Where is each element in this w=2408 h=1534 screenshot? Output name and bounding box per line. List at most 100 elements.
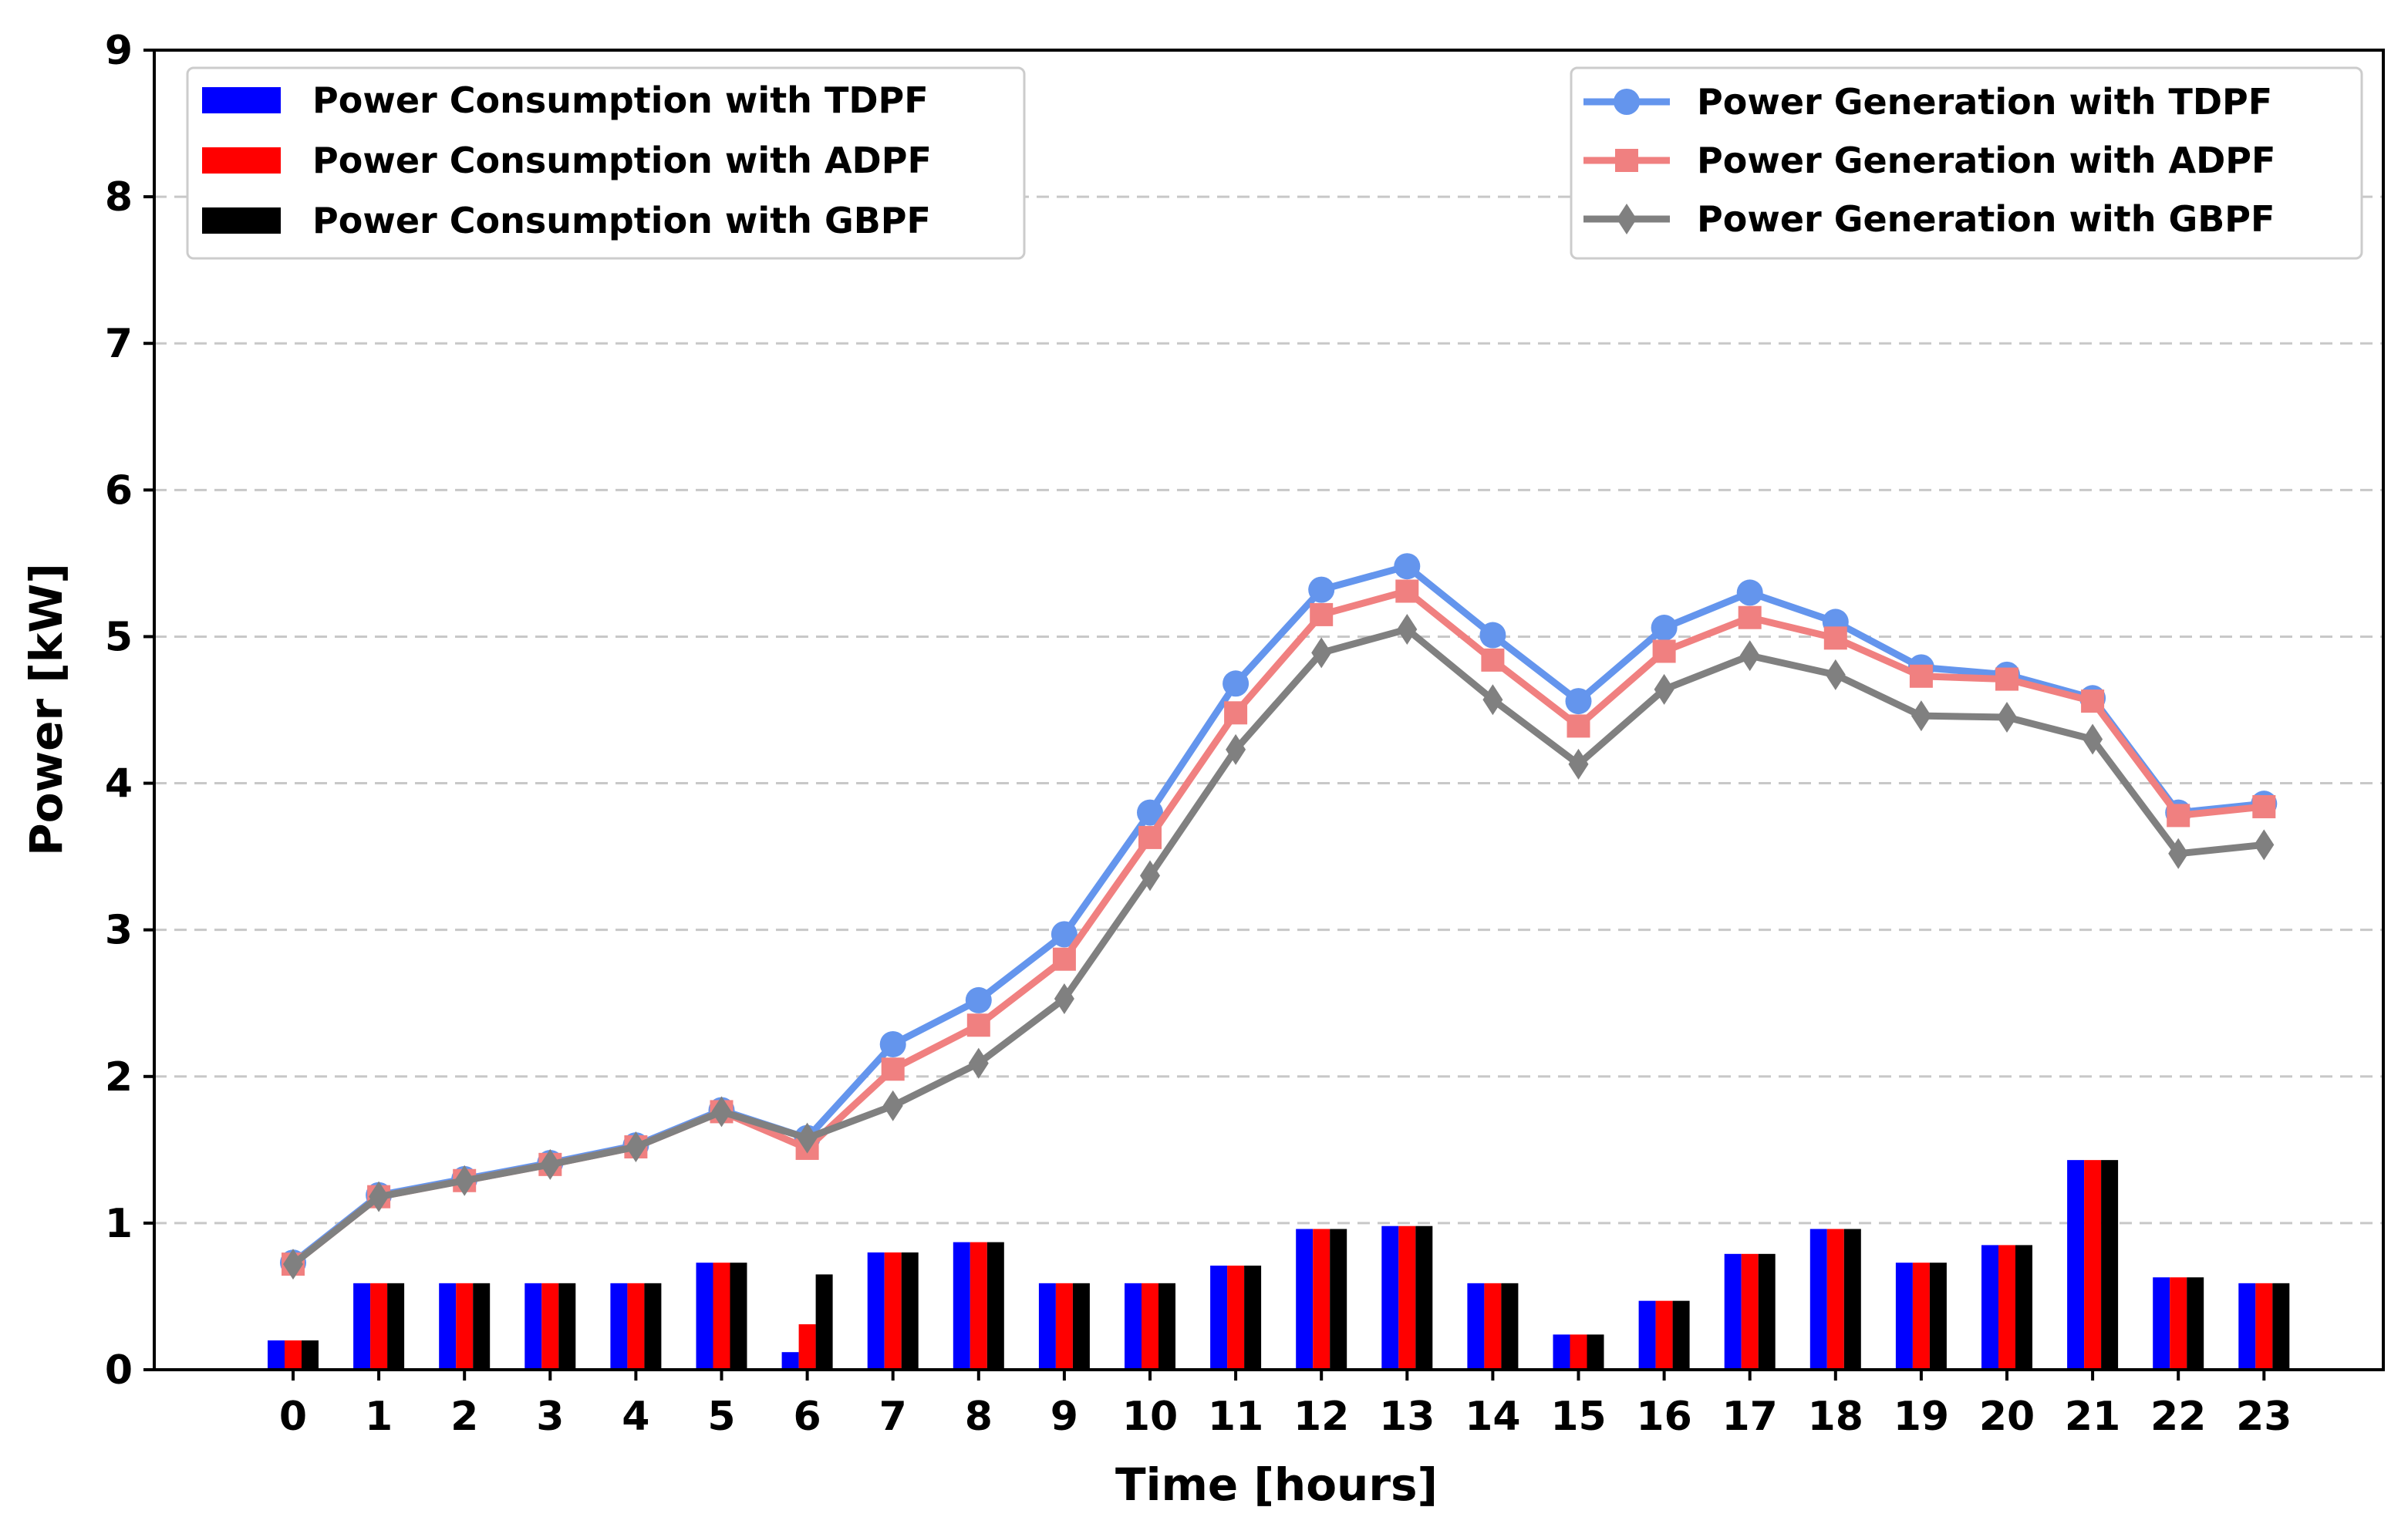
bar-tdpf-3	[524, 1283, 542, 1370]
point-gbpf-10	[1140, 860, 1160, 892]
bar-tdpf-10	[1125, 1283, 1142, 1370]
x-tick-label-5: 5	[707, 1394, 735, 1440]
bar-tdpf-17	[1724, 1253, 1742, 1370]
legend-consumption-box	[186, 66, 1026, 260]
legend-swatch-consumption-adpf	[202, 147, 281, 174]
bar-gbpf-17	[1758, 1253, 1776, 1370]
x-tick-label-17: 17	[1722, 1394, 1778, 1440]
bar-gbpf-10	[1158, 1283, 1175, 1370]
bar-adpf-2	[456, 1283, 474, 1370]
legend-marker-generation-gbpf	[1617, 204, 1637, 234]
bar-gbpf-15	[1587, 1334, 1604, 1370]
grid-layer	[154, 195, 2383, 1225]
x-tick-label-11: 11	[1208, 1394, 1263, 1440]
point-tdpf-16	[1651, 615, 1678, 642]
bar-adpf-0	[285, 1340, 302, 1370]
x-tick-label-16: 16	[1636, 1394, 1691, 1440]
x-tick-label-22: 22	[2150, 1394, 2206, 1440]
legend-label-generation-tdpf: Power Generation with TDPF	[1697, 81, 2272, 123]
y-tick-label-8: 8	[105, 174, 133, 221]
legend-swatch-consumption-tdpf	[202, 87, 281, 113]
bar-tdpf-15	[1553, 1334, 1570, 1370]
x-tick-label-21: 21	[2065, 1394, 2120, 1440]
bar-tdpf-18	[1809, 1229, 1827, 1370]
x-axis-label: Time [hours]	[1115, 1458, 1438, 1511]
point-adpf-21	[2081, 689, 2105, 713]
point-gbpf-5	[711, 1096, 732, 1128]
bar-tdpf-9	[1038, 1283, 1056, 1370]
point-adpf-10	[1138, 825, 1162, 849]
x-tick-label-6: 6	[794, 1394, 821, 1440]
bar-tdpf-23	[2238, 1283, 2256, 1370]
point-gbpf-3	[540, 1148, 561, 1180]
point-adpf-8	[966, 1013, 990, 1037]
point-gbpf-1	[369, 1181, 390, 1212]
bar-adpf-8	[970, 1242, 987, 1370]
point-gbpf-22	[2168, 838, 2189, 869]
x-tick-label-12: 12	[1293, 1394, 1349, 1440]
x-tick-label-18: 18	[1808, 1394, 1863, 1440]
bar-adpf-1	[370, 1283, 388, 1370]
line-adpf	[291, 588, 2265, 1267]
bar-adpf-15	[1570, 1334, 1587, 1370]
bar-gbpf-22	[2187, 1277, 2204, 1370]
x-tick-label-15: 15	[1550, 1394, 1606, 1440]
bar-adpf-11	[1227, 1266, 1245, 1370]
x-tick-label-8: 8	[965, 1394, 993, 1440]
line-layer	[280, 553, 2278, 1280]
y-tick-label-9: 9	[105, 28, 133, 74]
bar-adpf-18	[1826, 1229, 1844, 1370]
y-tick-label-7: 7	[105, 321, 133, 367]
bar-adpf-13	[1398, 1226, 1416, 1370]
bar-adpf-17	[1741, 1253, 1759, 1370]
bar-tdpf-13	[1381, 1226, 1399, 1370]
point-gbpf-2	[454, 1165, 475, 1196]
bar-adpf-10	[1142, 1283, 1158, 1370]
point-tdpf-14	[1479, 622, 1506, 649]
bar-layer	[268, 1160, 2290, 1370]
bar-gbpf-1	[387, 1283, 405, 1370]
point-adpf-23	[2252, 794, 2276, 818]
x-tick-label-3: 3	[536, 1394, 564, 1440]
point-gbpf-16	[1654, 673, 1674, 705]
y-tick-label-0: 0	[105, 1347, 133, 1394]
bar-adpf-23	[2255, 1283, 2273, 1370]
bar-gbpf-4	[644, 1283, 662, 1370]
x-tick-label-0: 0	[279, 1394, 307, 1440]
point-tdpf-8	[965, 986, 992, 1013]
point-gbpf-11	[1226, 733, 1246, 765]
point-tdpf-13	[1394, 553, 1421, 580]
bar-adpf-16	[1655, 1300, 1673, 1370]
x-tick-label-19: 19	[1894, 1394, 1949, 1440]
point-gbpf-13	[1397, 613, 1418, 645]
bar-adpf-20	[1998, 1245, 2015, 1370]
x-tick-label-1: 1	[365, 1394, 393, 1440]
point-gbpf-8	[968, 1047, 989, 1079]
legend-label-consumption-tdpf: Power Consumption with TDPF	[312, 79, 929, 121]
bar-tdpf-20	[1981, 1245, 1998, 1370]
bar-gbpf-5	[730, 1263, 747, 1370]
legend-label-generation-gbpf: Power Generation with GBPF	[1697, 198, 2275, 240]
y-tick-label-1: 1	[105, 1201, 133, 1247]
x-tick-label-2: 2	[450, 1394, 478, 1440]
legend-marker-generation-adpf	[1615, 149, 1638, 172]
point-tdpf-17	[1736, 579, 1763, 606]
bar-gbpf-0	[302, 1340, 319, 1370]
line-gbpf	[291, 625, 2265, 1267]
bar-adpf-21	[2084, 1160, 2102, 1370]
bar-tdpf-16	[1638, 1300, 1656, 1370]
point-tdpf-10	[1137, 799, 1163, 826]
bar-gbpf-23	[2272, 1283, 2290, 1370]
point-adpf-16	[1652, 639, 1676, 663]
legend-label-consumption-adpf: Power Consumption with ADPF	[312, 140, 932, 181]
point-adpf-11	[1224, 701, 1248, 725]
legend-label-consumption-gbpf: Power Consumption with GBPF	[312, 200, 931, 241]
bar-adpf-22	[2170, 1277, 2187, 1370]
bar-adpf-4	[627, 1283, 645, 1370]
legend-marker-generation-tdpf	[1614, 89, 1640, 115]
bar-gbpf-8	[986, 1242, 1004, 1370]
point-adpf-7	[881, 1057, 905, 1081]
legend-swatch-consumption-gbpf	[202, 207, 281, 234]
